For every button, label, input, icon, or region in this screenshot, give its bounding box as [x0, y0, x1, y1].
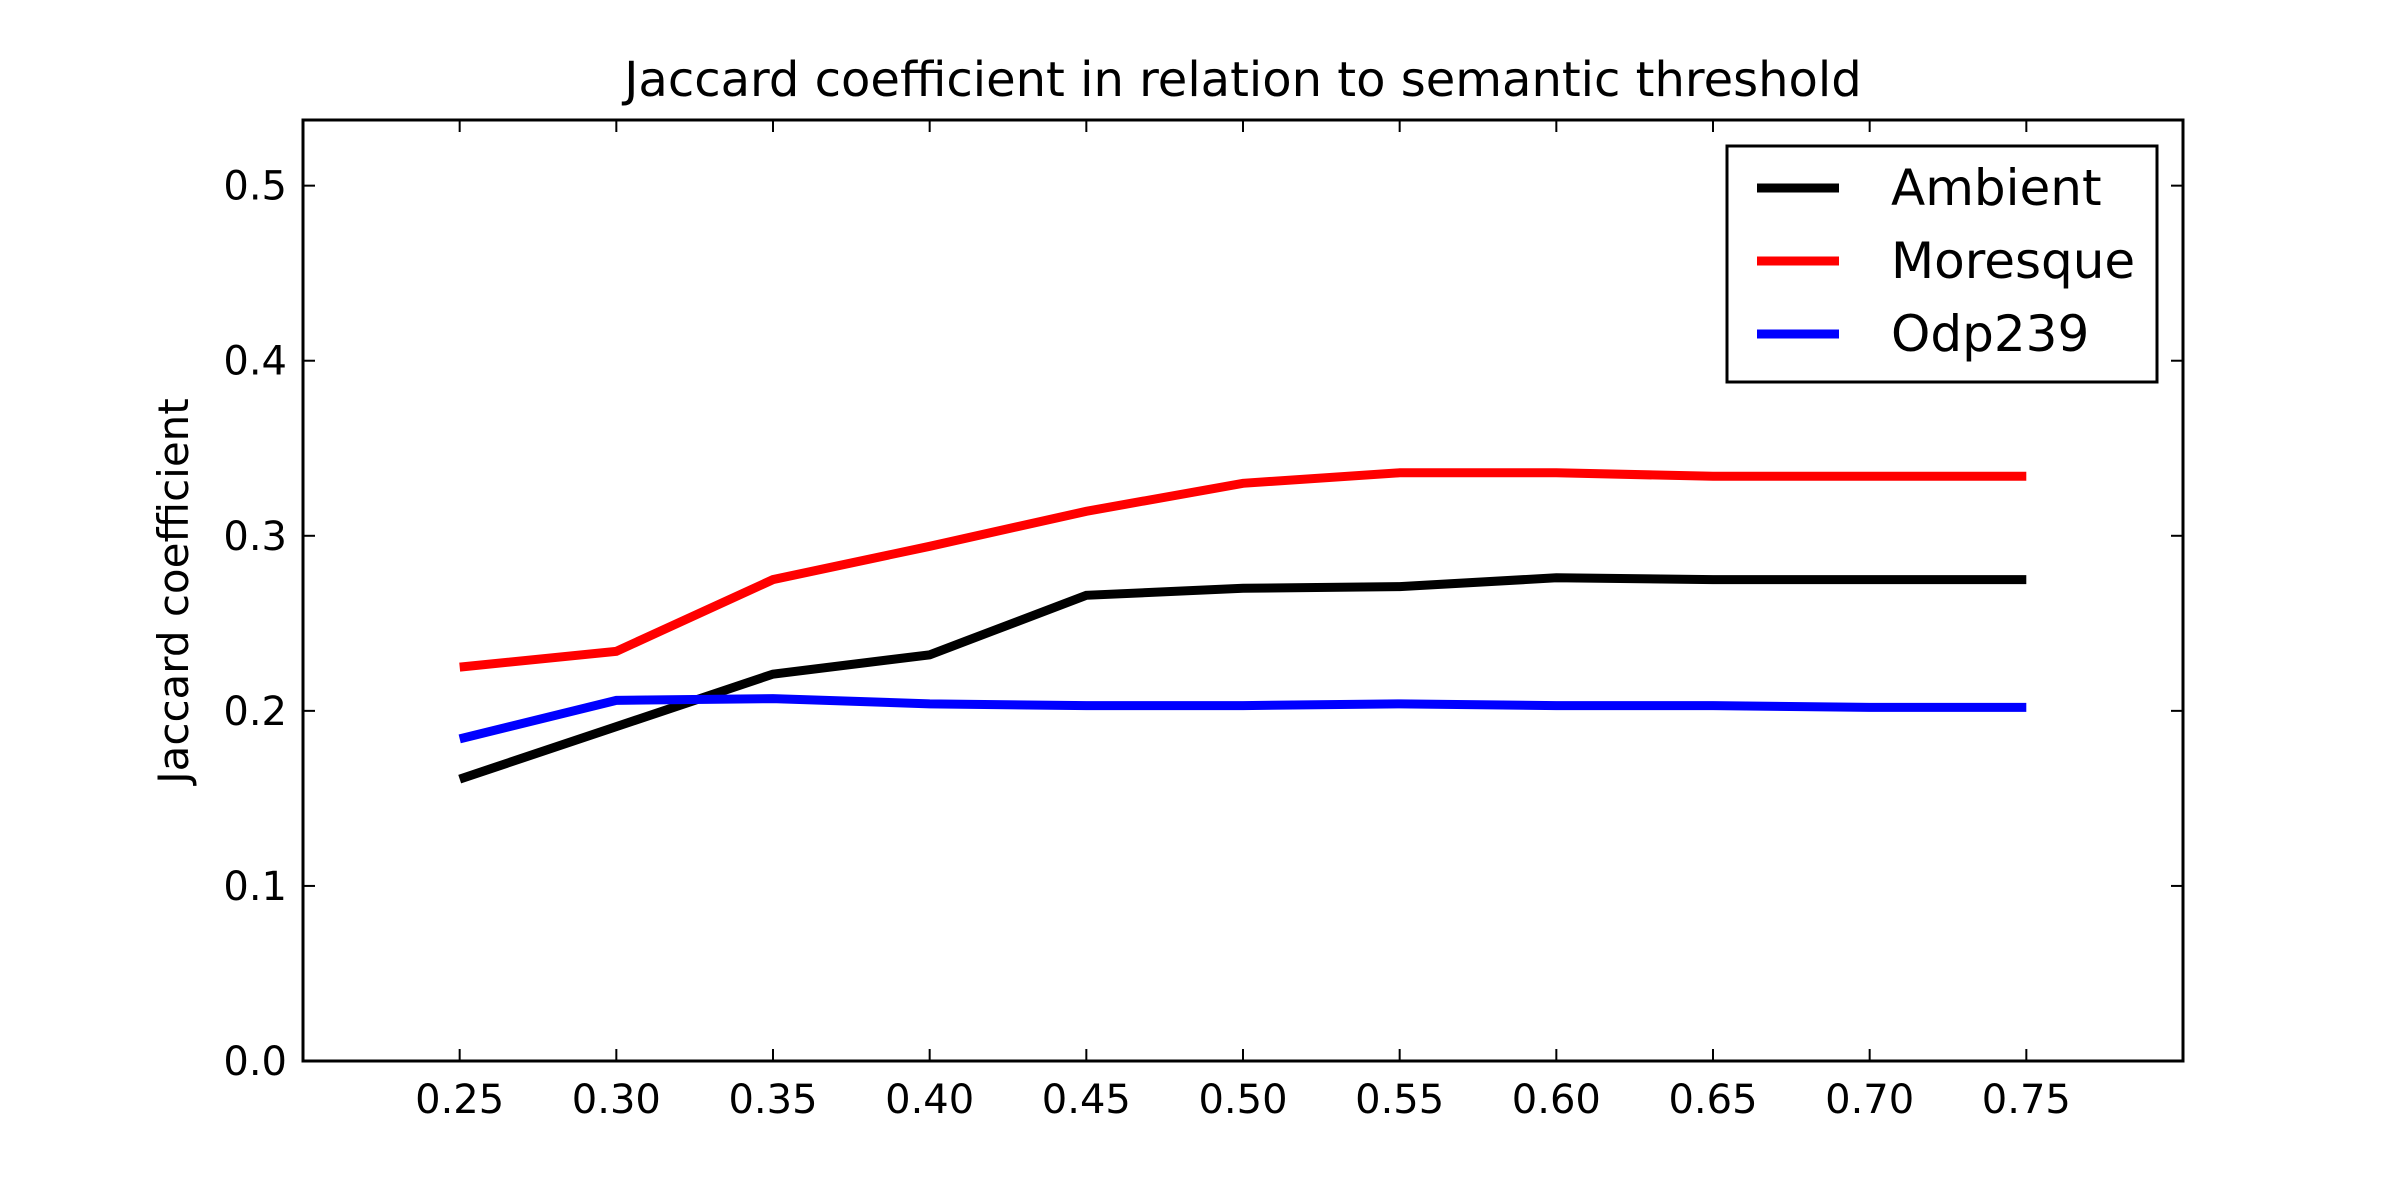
y-tick-label: 0.4	[223, 339, 287, 385]
legend: Ambient Moresque Odp239	[1725, 144, 2159, 384]
y-tick-label: 0.3	[223, 514, 287, 560]
series-layer	[458, 468, 2027, 784]
x-tick-label: 0.25	[415, 1077, 504, 1123]
y-tick-label: 0.1	[223, 864, 287, 910]
series-line-moresque	[459, 468, 2027, 672]
x-tick-label: 0.55	[1355, 1077, 1444, 1123]
series-line-odp239	[458, 694, 2027, 744]
legend-label-ambient: Ambient	[1891, 159, 2102, 217]
x-tick-label: 0.75	[1982, 1077, 2071, 1123]
legend-label-moresque: Moresque	[1891, 232, 2135, 290]
plot-frame	[301, 118, 2185, 1063]
legend-label-odp239: Odp239	[1891, 305, 2089, 363]
series-line-ambient	[458, 573, 2027, 784]
x-tick-label: 0.40	[885, 1077, 974, 1123]
x-tick-label: 0.70	[1825, 1077, 1914, 1123]
y-tick-label: 0.5	[223, 164, 287, 210]
y-axis-label: Jaccard coefficient	[149, 398, 198, 787]
chart-title: Jaccard coefficient in relation to seman…	[621, 52, 1861, 108]
x-tick-label: 0.35	[728, 1077, 817, 1123]
x-tick-label: 0.60	[1512, 1077, 1601, 1123]
x-tick-label: 0.30	[572, 1077, 661, 1123]
x-tick-label: 0.65	[1668, 1077, 1757, 1123]
axis-ticks: 0.25 0.30 0.35 0.40 0.45 0.50 0.55 0.60 0.65 0.70…	[223, 120, 2183, 1123]
y-tick-label: 0.2	[223, 689, 287, 735]
x-tick-label: 0.45	[1042, 1077, 1131, 1123]
x-tick-label: 0.50	[1198, 1077, 1287, 1123]
y-tick-label: 0.0	[223, 1039, 287, 1085]
